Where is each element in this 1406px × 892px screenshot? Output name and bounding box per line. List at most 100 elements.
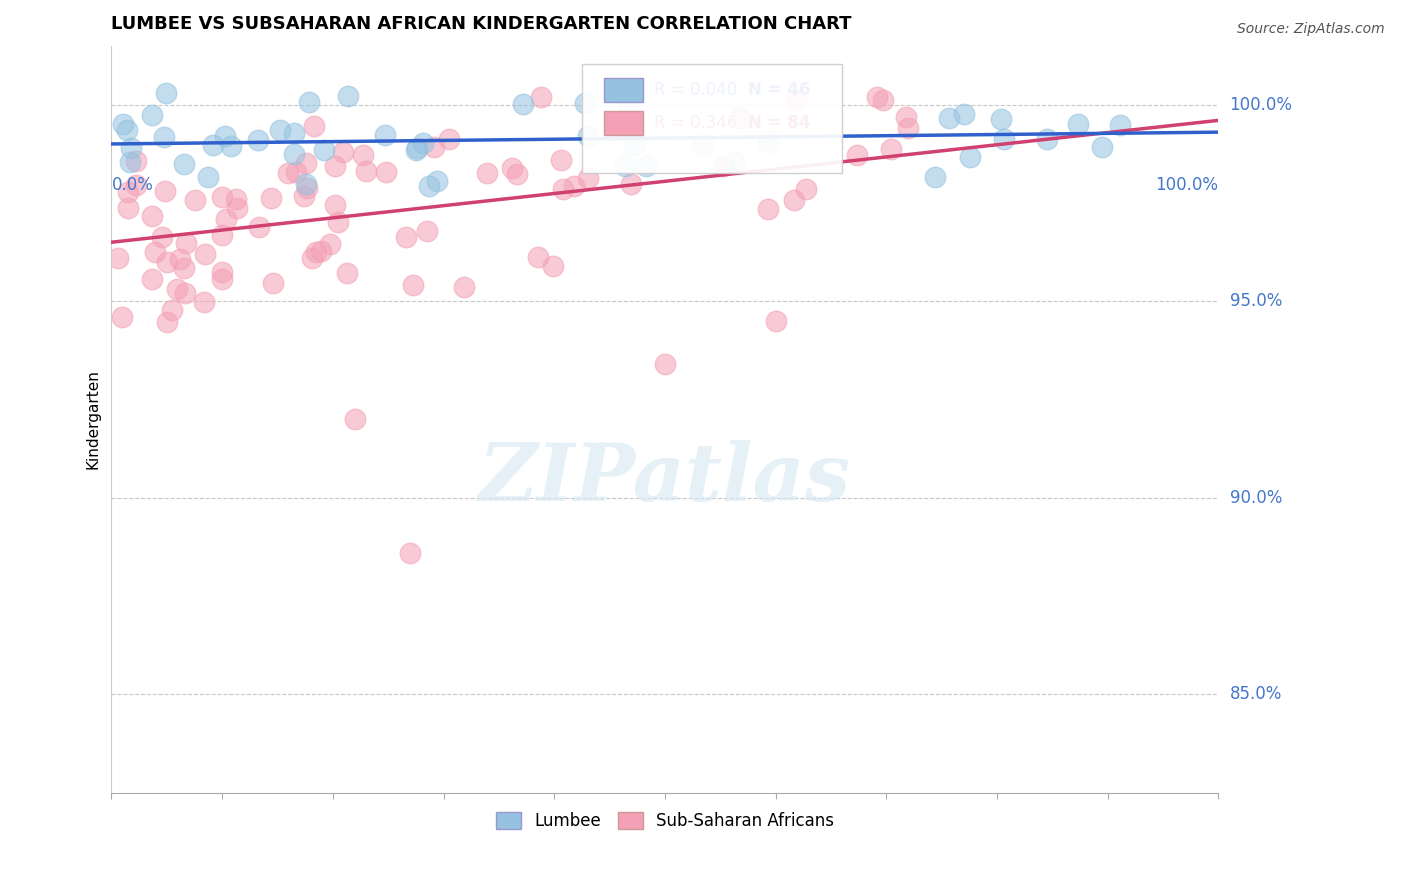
Point (730, 111, 752, 125)
Point (202, 138, 225, 153)
Point (117, 123, 139, 137)
Point (184, 193, 207, 207)
Point (1109, 119, 1132, 133)
Point (475, 166, 498, 180)
Point (284, 165, 307, 179)
Point (211, 272, 233, 286)
Point (260, 191, 283, 205)
Point (283, 126, 305, 140)
Point (197, 169, 219, 184)
Point (211, 265, 233, 279)
Point (226, 201, 249, 215)
Point (219, 138, 242, 153)
Point (211, 227, 233, 242)
Text: R = 0.346: R = 0.346 (654, 114, 737, 132)
Point (120, 141, 142, 155)
Point (894, 111, 917, 125)
Point (141, 108, 163, 122)
Point (574, 96, 596, 111)
Point (576, 171, 599, 186)
Point (953, 107, 976, 121)
Point (277, 165, 299, 179)
Point (160, 302, 183, 317)
Point (174, 236, 197, 251)
Point (305, 244, 328, 259)
Text: 100.0%: 100.0% (1156, 177, 1219, 194)
Point (352, 148, 374, 162)
FancyBboxPatch shape (605, 112, 643, 136)
Point (343, 412, 366, 426)
Point (405, 141, 427, 155)
Point (211, 190, 233, 204)
Point (551, 182, 574, 196)
Point (174, 286, 197, 301)
Point (107, 251, 129, 265)
Point (323, 159, 346, 173)
Point (166, 281, 188, 295)
Point (993, 132, 1015, 146)
Point (416, 224, 439, 238)
Point (194, 247, 217, 261)
Point (783, 194, 806, 208)
Point (437, 131, 460, 145)
Point (619, 118, 641, 132)
Point (302, 119, 325, 133)
Point (120, 154, 142, 169)
Point (897, 121, 920, 136)
Point (613, 159, 636, 173)
Point (395, 230, 418, 244)
Point (173, 157, 195, 171)
Point (247, 133, 270, 147)
Point (723, 155, 745, 169)
Point (173, 261, 195, 276)
Point (297, 95, 319, 109)
Point (124, 178, 146, 193)
Point (295, 155, 318, 169)
Point (354, 164, 377, 178)
Point (112, 117, 135, 131)
Point (314, 144, 336, 158)
FancyBboxPatch shape (582, 64, 842, 173)
Point (938, 111, 960, 125)
Text: 95.0%: 95.0% (1230, 293, 1282, 310)
Point (623, 138, 645, 153)
Point (153, 185, 176, 199)
Text: LUMBEE VS SUBSAHARAN AFRICAN KINDERGARTEN CORRELATION CHART: LUMBEE VS SUBSAHARAN AFRICAN KINDERGARTE… (111, 15, 852, 33)
Point (765, 314, 787, 328)
Point (412, 136, 434, 150)
Point (323, 198, 346, 212)
Point (399, 546, 422, 560)
Point (924, 170, 946, 185)
Point (247, 219, 270, 234)
Y-axis label: Kindergarten: Kindergarten (86, 369, 100, 469)
Point (846, 148, 869, 162)
Point (145, 245, 167, 260)
Point (506, 168, 529, 182)
Point (169, 252, 191, 267)
Point (418, 178, 440, 193)
Point (141, 271, 163, 285)
Point (880, 142, 903, 156)
Point (117, 201, 139, 215)
Point (1035, 131, 1057, 145)
Point (453, 279, 475, 293)
Point (576, 129, 599, 144)
Point (150, 230, 173, 244)
Point (550, 153, 572, 168)
Point (125, 154, 148, 169)
Point (423, 139, 446, 153)
Point (153, 130, 176, 145)
Text: R = 0.040: R = 0.040 (654, 81, 737, 99)
Point (1091, 140, 1114, 154)
Point (402, 278, 425, 293)
Point (562, 179, 585, 194)
Point (156, 315, 179, 329)
Point (292, 189, 315, 203)
Legend: Lumbee, Sub-Saharan Africans: Lumbee, Sub-Saharan Africans (489, 805, 841, 837)
Text: N = 84: N = 84 (748, 114, 810, 132)
Text: 100.0%: 100.0% (1230, 95, 1292, 113)
Point (620, 177, 643, 191)
Point (262, 276, 284, 290)
Point (865, 89, 887, 103)
Point (794, 182, 817, 196)
